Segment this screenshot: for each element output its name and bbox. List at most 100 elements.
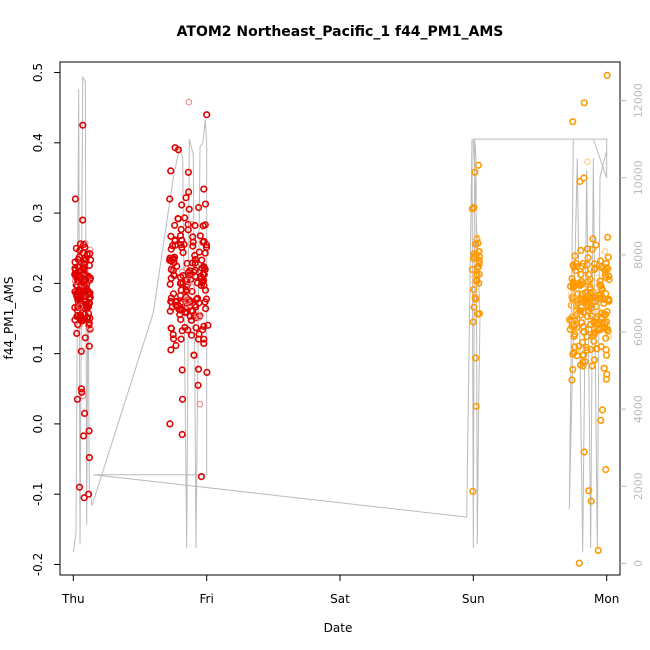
data-point xyxy=(472,295,480,303)
data-point xyxy=(471,168,479,176)
data-point xyxy=(200,185,208,193)
data-point xyxy=(470,303,478,311)
data-point xyxy=(79,216,87,224)
data-point xyxy=(75,273,83,282)
data-point xyxy=(590,356,599,364)
chart-title: ATOM2 Northeast_Pacific_1 f44_PM1_AMS xyxy=(177,24,504,40)
data-point xyxy=(78,388,86,396)
data-point xyxy=(200,339,208,348)
altitude-line xyxy=(72,75,608,552)
x-tick-label: Fri xyxy=(200,592,214,606)
data-point xyxy=(192,324,200,332)
data-point xyxy=(472,402,480,410)
data-point xyxy=(473,233,481,241)
y-tick-label: 0.3 xyxy=(31,204,45,223)
data-point xyxy=(167,346,175,354)
data-point xyxy=(601,271,610,279)
data-point xyxy=(173,262,181,270)
data-point xyxy=(604,253,612,261)
data-point xyxy=(588,362,596,370)
data-point xyxy=(200,322,208,331)
data-point xyxy=(182,287,190,295)
data-point xyxy=(583,346,591,354)
data-point xyxy=(196,400,204,408)
data-point xyxy=(603,370,611,378)
data-point xyxy=(81,300,90,309)
data-point xyxy=(167,167,175,175)
data-point xyxy=(579,259,587,268)
data-point xyxy=(601,323,609,331)
data-point xyxy=(185,205,193,213)
data-point xyxy=(575,342,583,350)
data-point xyxy=(199,270,207,279)
data-point xyxy=(81,243,89,251)
data-point xyxy=(166,254,174,262)
data-point xyxy=(585,270,593,279)
data-point xyxy=(201,200,210,208)
data-point xyxy=(198,277,206,286)
data-point xyxy=(71,195,79,203)
data-point xyxy=(578,338,587,346)
data-point xyxy=(602,259,610,268)
data-point xyxy=(178,243,186,251)
data-point xyxy=(178,430,186,439)
x-axis-label: Date xyxy=(324,621,353,635)
data-point xyxy=(178,306,186,314)
y-tick-label: 0.0 xyxy=(31,414,45,433)
data-point xyxy=(185,277,192,285)
data-point xyxy=(171,237,179,245)
data-point xyxy=(79,432,88,440)
data-point xyxy=(578,290,587,298)
data-point xyxy=(585,487,593,495)
data-point xyxy=(572,301,581,309)
data-point xyxy=(194,365,203,373)
data-point xyxy=(580,448,588,456)
data-point xyxy=(201,221,209,229)
data-point xyxy=(596,277,604,285)
x-tick-label: Sun xyxy=(462,592,485,606)
data-point xyxy=(195,203,203,212)
data-point xyxy=(580,174,588,182)
data-point xyxy=(571,252,579,260)
data-point xyxy=(589,235,597,243)
data-point xyxy=(474,310,482,318)
data-point xyxy=(184,168,192,176)
data-point xyxy=(188,331,196,339)
y2-tick-label: 6000 xyxy=(632,318,645,346)
data-point xyxy=(85,299,93,307)
y-tick-label: -0.1 xyxy=(31,482,45,505)
data-point xyxy=(469,487,477,496)
data-point xyxy=(85,342,93,350)
data-point xyxy=(594,306,601,313)
data-point xyxy=(178,366,186,374)
altitude-line-layer xyxy=(72,75,608,552)
y2-tick-label: 0 xyxy=(632,560,645,567)
data-point xyxy=(75,483,84,491)
data-point xyxy=(569,365,577,374)
data-point xyxy=(592,241,600,249)
data-point xyxy=(184,298,191,305)
y-tick-label: 0.4 xyxy=(31,133,45,152)
data-point xyxy=(191,221,199,230)
data-point xyxy=(597,313,606,321)
data-point xyxy=(167,324,175,332)
data-point xyxy=(474,161,483,169)
y-axis-label: f44_PM1_AMS xyxy=(2,277,16,360)
data-point xyxy=(73,292,81,300)
data-point xyxy=(583,245,592,253)
data-point xyxy=(172,301,180,310)
data-point xyxy=(470,203,478,212)
data-point xyxy=(196,232,204,240)
data-point xyxy=(182,194,190,202)
data-point xyxy=(602,264,611,272)
data-point xyxy=(198,256,206,264)
y2-tick-label: 12000 xyxy=(632,83,645,118)
data-point xyxy=(602,466,610,474)
data-point xyxy=(202,305,210,313)
data-point xyxy=(583,260,591,269)
data-point xyxy=(571,291,579,298)
data-point xyxy=(71,258,79,266)
data-point xyxy=(177,335,185,343)
